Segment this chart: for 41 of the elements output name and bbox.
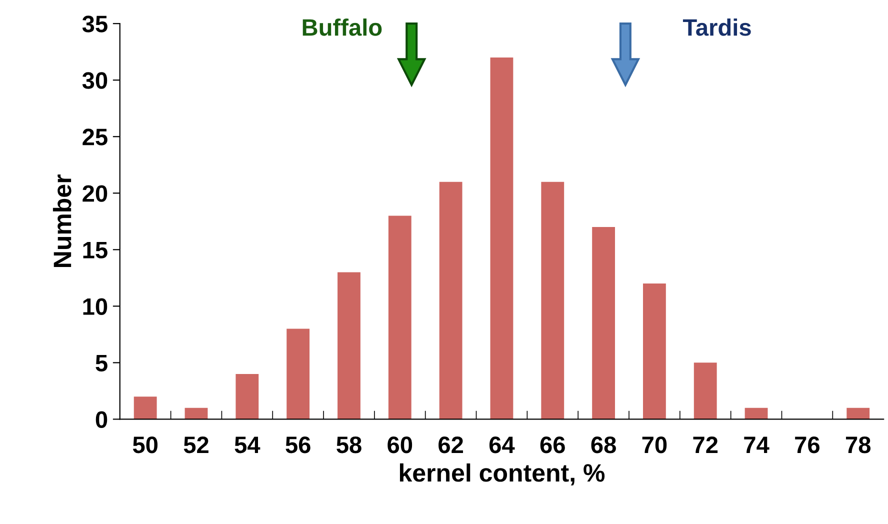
bar [439, 182, 462, 420]
bar [846, 408, 870, 420]
bar [592, 227, 615, 420]
x-tick-label: 50 [132, 436, 158, 454]
annotation: Buffalo [302, 18, 382, 36]
x-tick-label: 70 [642, 436, 667, 454]
x-tick-label: 64 [489, 436, 515, 454]
x-tick-label: 54 [234, 436, 260, 454]
x-tick-label: 66 [540, 436, 565, 454]
bar [338, 272, 360, 420]
bar [643, 284, 666, 420]
y-tick-label: 0 [96, 411, 108, 428]
x-tick-label: 52 [184, 436, 208, 454]
bar [694, 362, 717, 420]
x-tick-label: 56 [286, 436, 310, 454]
x-tick-label: 78 [846, 436, 871, 454]
bar [134, 396, 157, 420]
bar [286, 328, 310, 420]
y-tick-label: 35 [82, 16, 108, 32]
x-tick-label: 76 [795, 436, 820, 454]
x-tick-label: 60 [388, 436, 412, 454]
y-tick-label: 20 [82, 185, 108, 202]
bar [184, 408, 208, 420]
bar [388, 216, 412, 420]
y-axis-title: Number [52, 174, 72, 267]
annotation: Tardis [682, 18, 751, 36]
bar [490, 57, 514, 420]
x-tick-label: 74 [744, 436, 770, 453]
y-tick-label: 5 [96, 354, 108, 372]
x-tick-label: 58 [336, 436, 362, 454]
x-tick-label: 68 [591, 436, 616, 454]
y-tick-label: 30 [82, 72, 108, 89]
x-axis-title: kernel content, % [400, 463, 605, 486]
y-tick-label: 25 [82, 128, 108, 146]
y-tick-label: 10 [83, 298, 108, 315]
x-tick-label: 72 [693, 436, 718, 453]
bar [744, 408, 768, 420]
bar [541, 182, 564, 420]
bar [236, 374, 259, 420]
x-tick-label: 62 [438, 436, 463, 454]
y-tick-label: 15 [83, 242, 108, 258]
